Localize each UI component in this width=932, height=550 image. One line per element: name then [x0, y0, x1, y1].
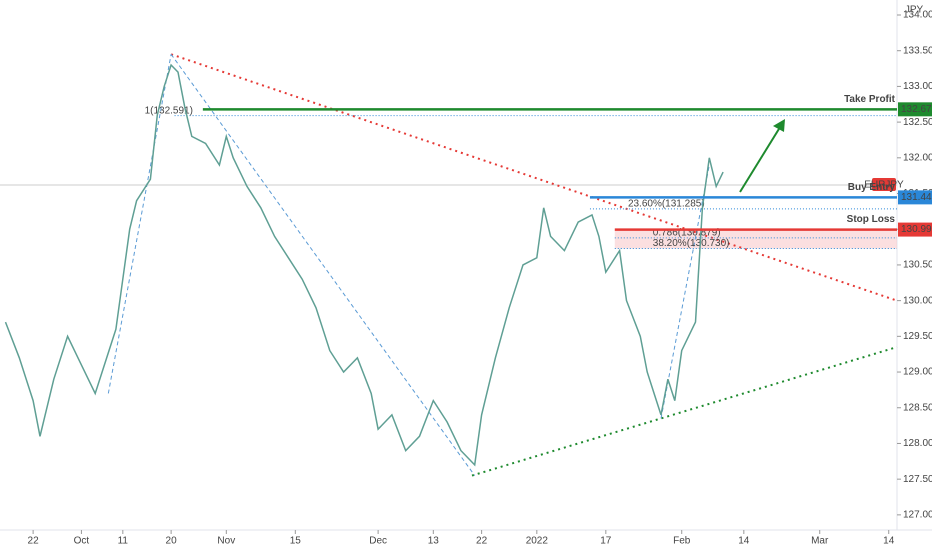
level-price: 132.679: [901, 104, 932, 115]
y-tick-label: 130.500: [903, 260, 932, 271]
level-badge: [898, 190, 932, 205]
fib-label: 0.786(130.879): [653, 228, 721, 239]
currency-label: JPY: [905, 5, 924, 16]
level-name: Buy Entry: [848, 182, 896, 193]
level-price: 131.446: [901, 192, 932, 203]
level-badge: [898, 102, 932, 117]
y-tick-label: 132.000: [903, 152, 932, 163]
x-tick-label: 22: [28, 536, 40, 547]
level-price: 130.995: [901, 224, 932, 235]
stop-zone: [614, 229, 897, 249]
x-tick-label: 11: [118, 536, 129, 547]
x-tick-label: 13: [428, 536, 440, 547]
y-tick-label: 129.000: [903, 367, 932, 378]
y-tick-label: 128.000: [903, 438, 932, 449]
trendline: [170, 53, 898, 302]
x-tick-label: 15: [290, 536, 302, 547]
trendline: [107, 54, 172, 394]
x-tick-label: 20: [166, 536, 178, 547]
x-tick-label: Dec: [369, 536, 387, 547]
trendline: [170, 53, 476, 476]
x-tick-label: Nov: [217, 536, 235, 547]
y-tick-label: 127.000: [903, 509, 932, 520]
symbol-badge: [872, 177, 896, 191]
symbol-label: EURJPY: [864, 180, 904, 191]
fib-label: 23.60%(131.285): [628, 199, 705, 210]
x-tick-label: Oct: [74, 536, 90, 547]
x-tick-label: 22: [476, 536, 488, 547]
x-tick-label: Mar: [811, 536, 829, 547]
fib-label: 38.20%(130.730): [653, 238, 730, 249]
arrow: [739, 123, 783, 193]
trendline: [660, 164, 710, 419]
y-tick-label: 128.500: [903, 402, 932, 413]
y-tick-label: 134.000: [903, 10, 932, 21]
level-name: Stop Loss: [847, 214, 896, 225]
trendline: [471, 346, 898, 477]
fib-label: 1(132.591): [145, 105, 193, 116]
y-tick-label: 132.500: [903, 117, 932, 128]
y-tick-label: 133.500: [903, 45, 932, 56]
y-tick-label: 130.000: [903, 295, 932, 306]
price-line: [4, 63, 724, 467]
level-name: Take Profit: [844, 94, 896, 105]
y-tick-label: 127.500: [903, 474, 932, 485]
y-tick-label: 133.000: [903, 81, 932, 92]
x-tick-label: 2022: [526, 536, 549, 547]
y-tick-label: 129.500: [903, 331, 932, 342]
x-tick-label: 14: [738, 536, 750, 547]
level-badge: [898, 222, 932, 237]
x-tick-label: 14: [883, 536, 895, 547]
x-tick-label: 17: [600, 536, 612, 547]
arrow-head: [773, 119, 785, 132]
x-tick-label: Feb: [673, 536, 691, 547]
